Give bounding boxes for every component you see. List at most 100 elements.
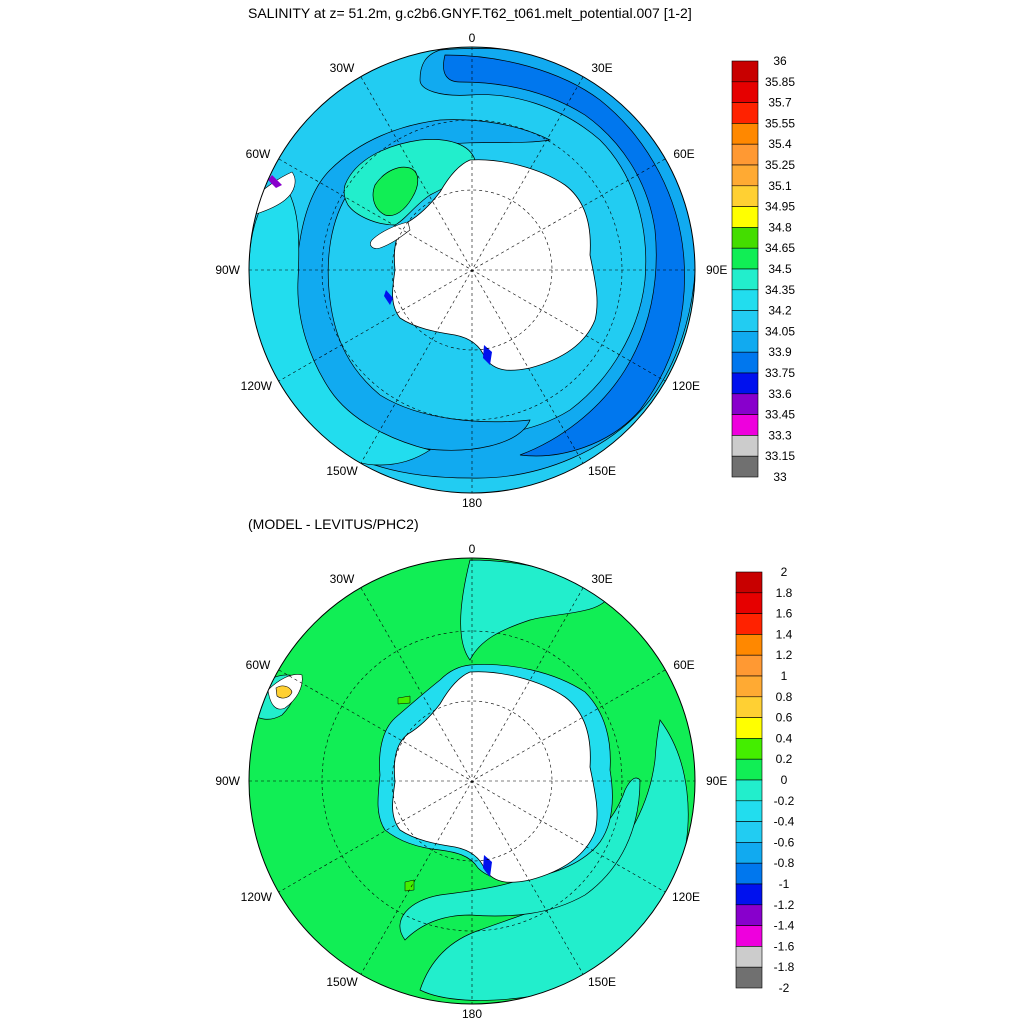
- bottom-colorbar-box: [735, 613, 763, 635]
- bottom-colorbar: 2 1.8 1.6 1.4 1.2 1 0.8 0.6 0.4 0.2 0 -0.2 -0.4 -0.6 -…: [735, 565, 795, 995]
- top-colorbar-tick-label: 35.7: [768, 96, 792, 110]
- top-colorbar-box: [731, 164, 759, 187]
- bottom-colorbar-box: [735, 966, 763, 989]
- lon-label-60e: 60E: [673, 147, 694, 161]
- negative-anomaly-south: [399, 777, 641, 941]
- bottom-colorbar-tick-label: 0.4: [776, 731, 793, 745]
- lon-label-120e: 120E: [672, 890, 700, 904]
- top-colorbar-tick-label: 33: [773, 470, 787, 484]
- top-map-boundary: [248, 46, 696, 494]
- lon-label-120w: 120W: [241, 890, 273, 904]
- bottom-colorbar-tick-label: -1.4: [774, 919, 795, 933]
- bottom-colorbar-box: [735, 883, 763, 906]
- top-colorbar-box: [731, 372, 759, 395]
- lon-label-60e: 60E: [673, 658, 694, 672]
- bottom-colorbar-tick-label: 0.2: [776, 752, 793, 766]
- bottom-colorbar-box: [735, 925, 763, 947]
- bottom-colorbar-box: [735, 800, 763, 822]
- lon-label-90w: 90W: [215, 263, 240, 277]
- top-colorbar-tick-label: 33.15: [765, 449, 795, 463]
- bottom-colorbar-box: [735, 654, 763, 677]
- top-colorbar-box: [731, 185, 759, 207]
- lon-label-60w: 60W: [246, 147, 271, 161]
- lon-label-120e: 120E: [672, 379, 700, 393]
- top-colorbar-box: [731, 123, 759, 145]
- top-colorbar-tick-label: 35.85: [765, 75, 795, 89]
- top-colorbar-box: [731, 227, 759, 249]
- top-colorbar-tick-label: 33.75: [765, 366, 795, 380]
- lon-label-150w: 150W: [326, 975, 358, 989]
- top-colorbar-box: [731, 60, 759, 83]
- top-colorbar-tick-label: 35.1: [768, 179, 792, 193]
- lon-label-180: 180: [462, 1007, 482, 1021]
- bottom-colorbar-tick-label: -0.6: [774, 835, 795, 849]
- bottom-colorbar-tick-label: 0.6: [776, 711, 793, 725]
- top-colorbar-box: [731, 351, 759, 374]
- top-colorbar-box: [731, 102, 759, 124]
- bottom-colorbar-tick-label: 1: [781, 669, 788, 683]
- bottom-longitude-labels: 0 30E 60E 90E 120E 150E 180 150W 120W 90…: [215, 542, 727, 1021]
- bottom-colorbar-tick-label: -2: [779, 981, 790, 995]
- top-colorbar-tick-label: 35.55: [765, 116, 795, 130]
- bottom-colorbar-tick-label: -1.2: [774, 898, 795, 912]
- bottom-colorbar-box: [735, 758, 763, 781]
- top-colorbar-box: [731, 414, 759, 436]
- bottom-colorbar-box: [735, 779, 763, 802]
- bottom-colorbar-box: [735, 675, 763, 698]
- acc-fresh-band-region: [443, 54, 685, 457]
- bottom-graticule: [249, 558, 695, 1004]
- coastal-fresh-patch-2: [483, 345, 492, 365]
- bottom-colorbar-box: [735, 592, 763, 614]
- bottom-colorbar-tick-label: -0.8: [774, 856, 795, 870]
- top-colorbar-tick-label: 33.3: [768, 428, 792, 442]
- top-colorbar-box: [731, 268, 759, 291]
- bottom-colorbar-tick-label: -1: [779, 877, 790, 891]
- bottom-colorbar-tick-label: 2: [781, 565, 788, 579]
- top-colorbar-tick-label: 34.65: [765, 241, 795, 255]
- lon-label-60w: 60W: [246, 658, 271, 672]
- lon-label-90e: 90E: [706, 263, 727, 277]
- bottom-colorbar-box: [735, 862, 763, 885]
- positive-anomaly-patch: [275, 685, 293, 699]
- top-colorbar-box: [731, 81, 759, 103]
- bottom-colorbar-box: [735, 738, 763, 760]
- top-colorbar-tick-label: 34.35: [765, 283, 795, 297]
- lon-label-150w: 150W: [326, 464, 358, 478]
- bottom-colorbar-tick-label: 1.6: [776, 607, 793, 621]
- bottom-map: 0 30E 60E 90E 120E 150E 180 150W 120W 90…: [215, 542, 727, 1021]
- top-colorbar-box: [731, 289, 759, 311]
- bottom-colorbar-box: [735, 634, 763, 656]
- top-colorbar-box: [731, 455, 759, 478]
- bottom-colorbar-tick-label: -1.6: [774, 939, 795, 953]
- top-colorbar-tick-label: 36: [773, 54, 787, 68]
- top-colorbar: 36 35.85 35.7 35.55 35.4 35.25 35.1 34.95 34.8 34…: [731, 54, 795, 484]
- bottom-colorbar-tick-label: -1.8: [774, 960, 795, 974]
- lon-label-180: 180: [462, 496, 482, 510]
- bottom-colorbar-tick-label: 1.2: [776, 648, 793, 662]
- top-colorbar-tick-label: 33.9: [768, 345, 792, 359]
- bottom-colorbar-tick-label: 0.8: [776, 690, 793, 704]
- lon-label-150e: 150E: [588, 975, 616, 989]
- coastal-anomaly-patch: [483, 855, 492, 877]
- top-colorbar-tick-label: 33.6: [768, 387, 792, 401]
- bottom-colorbar-box: [735, 717, 763, 739]
- bottom-chart-title: (MODEL - LEVITUS/PHC2): [248, 516, 419, 532]
- lon-label-90w: 90W: [215, 774, 240, 788]
- lon-label-0: 0: [469, 31, 476, 45]
- top-colorbar-tick-label: 34.2: [768, 304, 792, 318]
- bottom-colorbar-tick-label: -0.4: [774, 815, 795, 829]
- coastal-fresh-patch: [268, 175, 282, 188]
- lon-label-0: 0: [469, 542, 476, 556]
- bottom-colorbar-box: [735, 821, 763, 843]
- lon-label-90e: 90E: [706, 774, 727, 788]
- top-colorbar-box: [731, 393, 759, 415]
- top-colorbar-tick-label: 34.95: [765, 200, 795, 214]
- top-colorbar-tick-label: 34.05: [765, 324, 795, 338]
- small-positive-patch-1: [397, 695, 411, 705]
- lon-label-30w: 30W: [330, 61, 355, 75]
- lon-label-30w: 30W: [330, 572, 355, 586]
- top-colorbar-box: [731, 310, 759, 332]
- top-graticule: [249, 47, 695, 493]
- top-colorbar-box: [731, 435, 759, 457]
- bottom-colorbar-box: [735, 696, 763, 718]
